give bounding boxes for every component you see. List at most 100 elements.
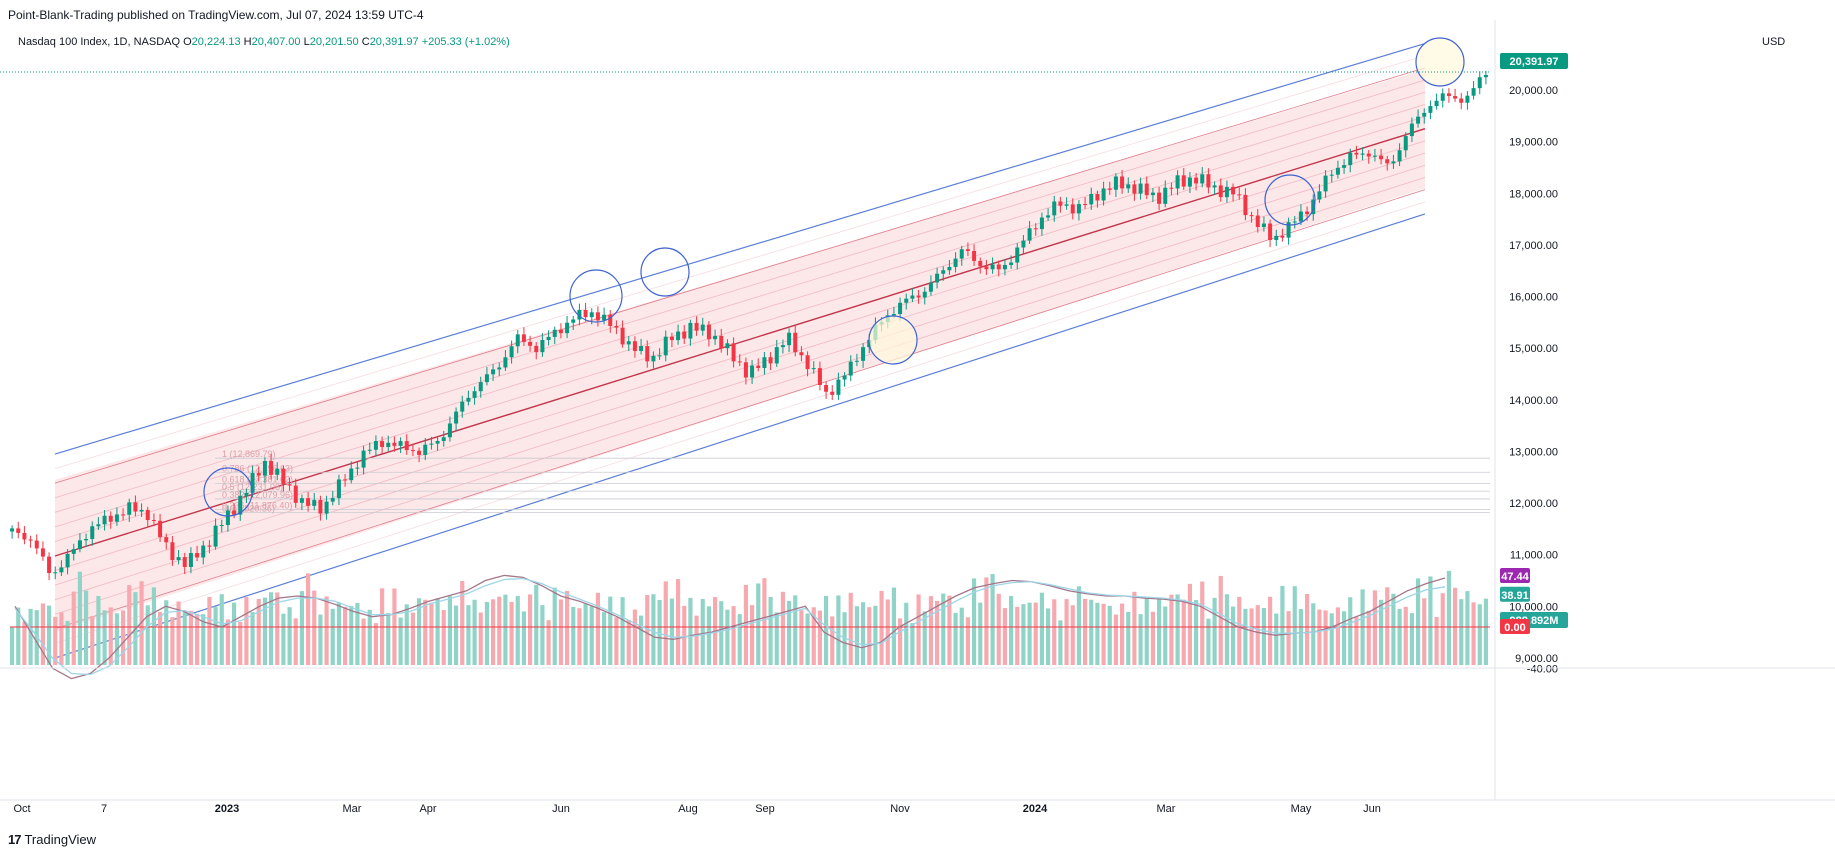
volume-bar (996, 593, 1001, 665)
candle-body (361, 450, 366, 468)
candle-body (565, 322, 570, 334)
candle-body (262, 461, 267, 476)
candle-body (793, 332, 798, 353)
volume-bar (404, 604, 409, 665)
candle-body (1255, 215, 1260, 228)
candle-body (1243, 194, 1248, 216)
publisher-info: Point-Blank-Trading published on Trading… (8, 8, 424, 22)
candle-body (1483, 74, 1488, 78)
time-axis: Oct 7 2023 Mar Apr Jun Aug Sep Nov 2024 Mar May Jun (13, 803, 1380, 815)
volume-bar (1163, 606, 1168, 665)
volume-bar (645, 594, 650, 665)
candle-body (1194, 177, 1199, 184)
candle-body (114, 514, 119, 522)
volume-bar (1237, 596, 1242, 665)
volume-bar (817, 610, 822, 665)
candle-body (750, 365, 755, 378)
volume-bar (367, 609, 372, 665)
volume-bar (768, 596, 773, 665)
volume-bar (1422, 598, 1427, 665)
volume-bar (429, 602, 434, 665)
price-tick-label: 20,000.00 (1509, 85, 1558, 97)
candle-body (1027, 228, 1032, 241)
annotation-circle (640, 247, 690, 297)
volume-bar (1002, 608, 1007, 665)
volume-bar (762, 578, 767, 665)
price-tick-label: 15,000.00 (1509, 343, 1558, 355)
candle-body (503, 357, 508, 368)
candle-body (577, 309, 582, 320)
candle-body (713, 335, 718, 340)
last-price-text: 20,391.97 (1510, 56, 1559, 68)
candle-body (213, 525, 218, 547)
volume-bar (651, 594, 656, 665)
volume-bar (435, 598, 440, 665)
candle-body (1046, 215, 1051, 218)
candle-body (1150, 192, 1155, 196)
candle-body (552, 329, 557, 337)
channel-level-line (54, 189, 1426, 630)
signal-value-tag (1500, 586, 1530, 602)
volume-bar (719, 601, 724, 665)
volume-bar (1027, 602, 1032, 665)
footer: 17 TradingView (8, 832, 96, 847)
volume-bar (1391, 593, 1396, 665)
macd-value-tag (1500, 568, 1530, 583)
time-tick-label: Aug (678, 803, 698, 815)
volume-bar (1348, 597, 1353, 665)
price-tick-label: 14,000.00 (1509, 395, 1558, 407)
candle-body (441, 437, 446, 441)
volume-bar (571, 606, 576, 665)
volume-bar (1243, 608, 1248, 665)
candle-body (158, 520, 163, 538)
volume-bar (1335, 607, 1340, 665)
volume-bar (1015, 606, 1020, 665)
candle-body (1311, 199, 1316, 215)
volume-bar (854, 606, 859, 665)
candle-body (589, 312, 594, 318)
candle-body (373, 441, 378, 450)
volume-bar (848, 592, 853, 665)
volume-bar (47, 605, 52, 665)
volume-bar (454, 605, 459, 665)
candle-body (984, 266, 989, 270)
volume-bar (466, 605, 471, 665)
candle-body (1261, 223, 1266, 228)
volume-bar (959, 607, 964, 665)
candle-body (225, 510, 230, 526)
candle-body (626, 341, 631, 345)
volume-bar (885, 599, 890, 665)
candle-body (1163, 187, 1168, 204)
candle-body (1298, 211, 1303, 222)
candle-body (1280, 235, 1285, 238)
annotation-circle (1415, 37, 1465, 87)
volume-bar (336, 602, 341, 665)
volume-bar (102, 610, 107, 665)
macd-value-text: 47.44 (1501, 571, 1529, 583)
candle-body (423, 444, 428, 455)
candle-body (238, 495, 243, 515)
volume-bar (688, 597, 693, 665)
volume-bar (904, 602, 909, 665)
volume-bar (595, 592, 600, 665)
candle-body (34, 540, 39, 549)
volume-bar (1033, 602, 1038, 665)
volume-bar (676, 579, 681, 665)
candle-body (84, 538, 89, 541)
candle-body (306, 498, 311, 506)
time-tick-label: 2023 (215, 803, 239, 815)
candle-body (1070, 204, 1075, 214)
fib-level-label: 0.618 (12,381.62) (222, 474, 293, 484)
volume-bar (639, 615, 644, 665)
currency-label[interactable]: USD (1762, 36, 1786, 48)
volume-bar (1261, 607, 1266, 665)
zero-value-tag (1500, 619, 1530, 634)
candle-body (1268, 223, 1273, 241)
candle-body (454, 411, 459, 424)
candle-body (90, 526, 95, 539)
candle-body (1403, 136, 1408, 151)
volume-bar (478, 612, 483, 665)
volume-bar (928, 596, 933, 665)
candle-body (207, 545, 212, 547)
